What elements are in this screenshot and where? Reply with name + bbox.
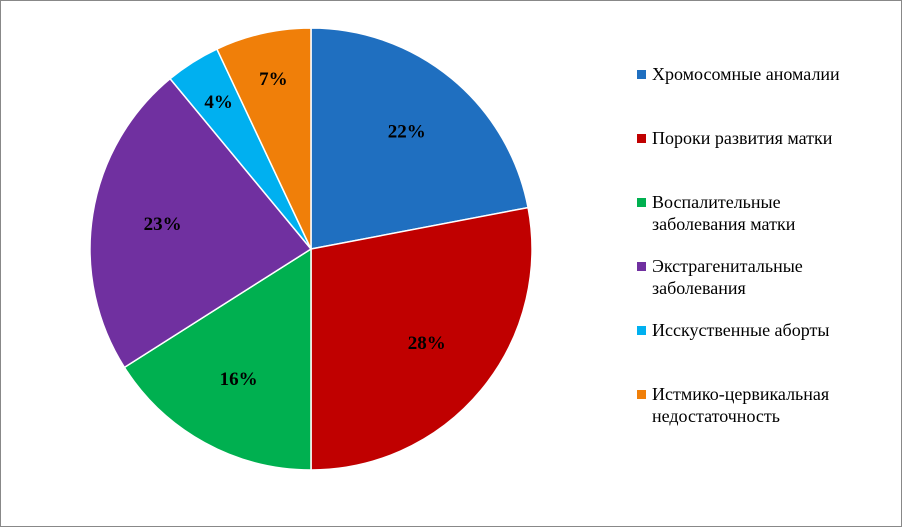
data-label: 4% [204,92,233,113]
data-label: 7% [259,69,288,90]
legend-item: Истмико-цервикальная недостаточность [637,383,877,447]
data-label: 28% [408,333,446,354]
legend-item: Пороки развития матки [637,127,877,191]
legend-label: Истмико-цервикальная недостаточность [652,384,830,426]
legend-item: Воспалительные заболевания матки [637,191,877,255]
legend-label: Экстрагенитальные заболевания [652,256,803,298]
pie-slice [310,27,529,250]
legend-item: Экстрагенитальные заболевания [637,255,877,319]
legend-label: Воспалительные заболевания матки [652,192,796,234]
legend-swatch [637,326,646,335]
legend-swatch [637,262,646,271]
legend: Хромосомные аномалии Пороки развития матк… [637,63,877,447]
data-label: 16% [220,369,258,390]
data-label: 23% [144,214,182,235]
legend-item: Исскуственные аборты [637,319,877,383]
legend-swatch [637,198,646,207]
pie-slice [310,206,533,471]
legend-label: Исскуственные аборты [652,320,830,340]
legend-swatch [637,70,646,79]
pie-slice [215,27,312,250]
legend-label: Пороки развития матки [652,128,833,148]
legend-swatch [637,390,646,399]
legend-label: Хромосомные аномалии [652,64,840,84]
data-label: 22% [388,122,426,143]
pie-slice [89,77,313,369]
legend-swatch [637,134,646,143]
pie-slice [123,247,312,471]
legend-item: Хромосомные аномалии [637,63,877,127]
